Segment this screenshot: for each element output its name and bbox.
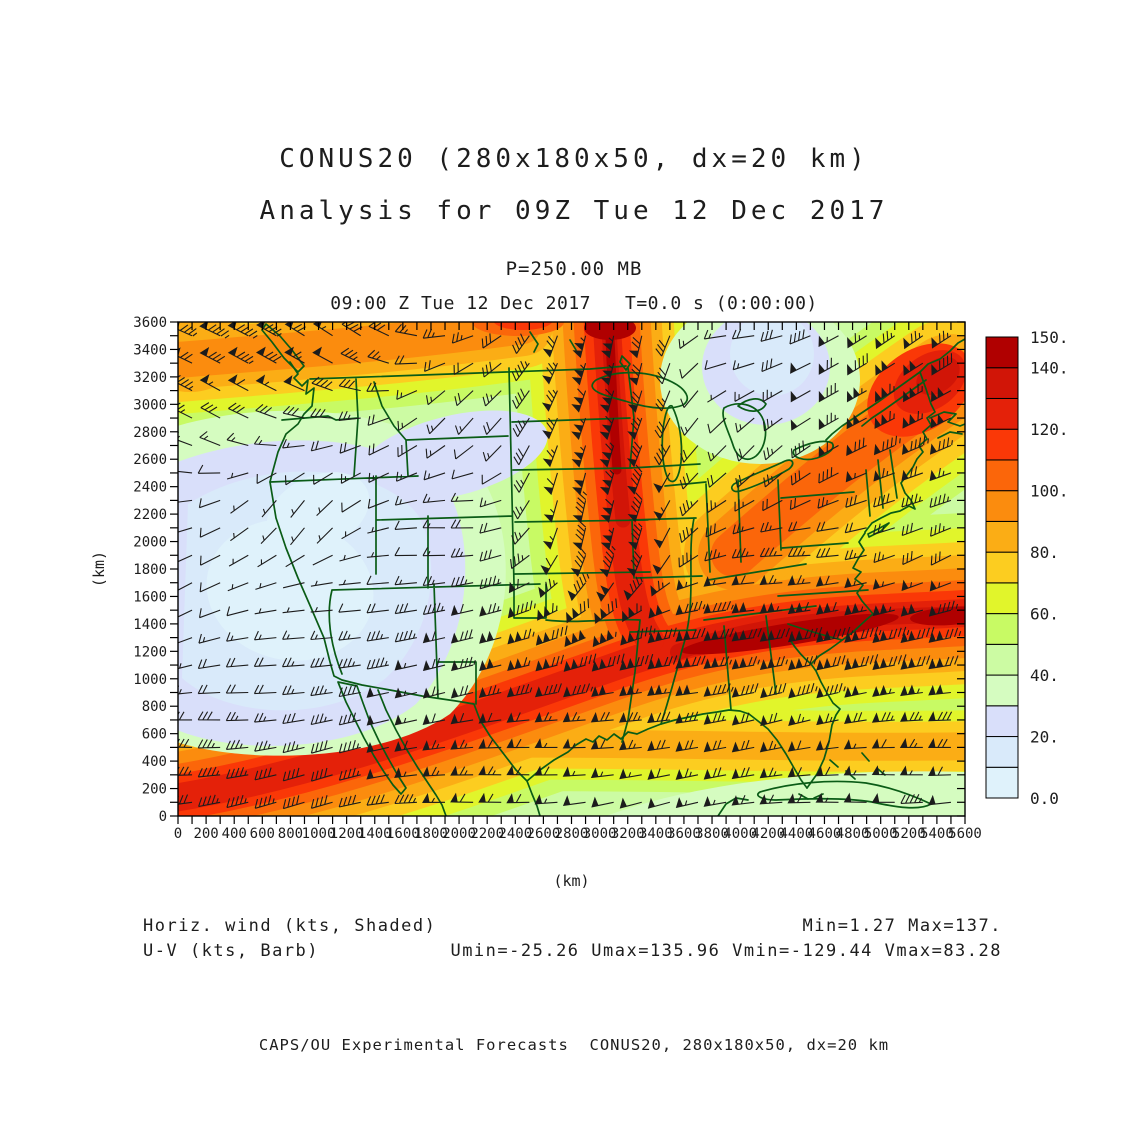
- svg-text:400: 400: [142, 754, 167, 770]
- svg-text:2800: 2800: [133, 425, 167, 441]
- svg-text:2000: 2000: [133, 535, 167, 551]
- pressure-level-label: P=250.00 MB: [505, 258, 643, 280]
- svg-text:2400: 2400: [498, 826, 532, 842]
- svg-text:150.: 150.: [1030, 328, 1069, 347]
- svg-text:2600: 2600: [527, 826, 561, 842]
- svg-text:120.: 120.: [1030, 420, 1069, 439]
- svg-text:140.: 140.: [1030, 359, 1069, 378]
- svg-text:400: 400: [222, 826, 247, 842]
- svg-text:800: 800: [142, 699, 167, 715]
- svg-text:600: 600: [142, 727, 167, 743]
- svg-text:2400: 2400: [133, 480, 167, 496]
- svg-text:2200: 2200: [470, 826, 504, 842]
- svg-text:600: 600: [250, 826, 275, 842]
- svg-text:(km): (km): [553, 872, 589, 890]
- axis-unit-labels: (km) (km): [90, 551, 590, 890]
- svg-text:3400: 3400: [639, 826, 673, 842]
- svg-text:(km): (km): [90, 551, 108, 587]
- caption-shaded-field: Horiz. wind (kts, Shaded): [143, 916, 437, 936]
- wind-barbs: [178, 322, 962, 810]
- x-axis: 0 200 400 600 800100012001400160018002000220…: [174, 322, 982, 842]
- svg-text:2200: 2200: [133, 507, 167, 523]
- svg-text:4600: 4600: [808, 826, 842, 842]
- svg-text:3000: 3000: [133, 397, 167, 413]
- svg-text:0: 0: [174, 826, 182, 842]
- svg-text:1400: 1400: [133, 617, 167, 633]
- svg-text:1800: 1800: [133, 562, 167, 578]
- svg-text:60.: 60.: [1030, 605, 1059, 624]
- svg-text:2600: 2600: [133, 452, 167, 468]
- svg-text:5600: 5600: [948, 826, 982, 842]
- svg-text:100.: 100.: [1030, 482, 1069, 501]
- svg-text:3000: 3000: [583, 826, 617, 842]
- svg-text:4800: 4800: [836, 826, 870, 842]
- svg-text:1200: 1200: [330, 826, 364, 842]
- svg-text:0.0: 0.0: [1030, 789, 1059, 808]
- svg-text:3800: 3800: [695, 826, 729, 842]
- svg-text:200: 200: [193, 826, 218, 842]
- colorbar: 0.0 20. 40. 60. 80. 100. 120. 140. 150.: [985, 328, 1069, 808]
- caption-barb-field: U-V (kts, Barb): [143, 941, 320, 961]
- svg-text:40.: 40.: [1030, 666, 1059, 685]
- svg-text:1200: 1200: [133, 644, 167, 660]
- svg-text:800: 800: [278, 826, 303, 842]
- svg-text:3200: 3200: [611, 826, 645, 842]
- svg-text:3200: 3200: [133, 370, 167, 386]
- svg-text:3600: 3600: [667, 826, 701, 842]
- svg-text:3600: 3600: [133, 315, 167, 331]
- svg-text:1000: 1000: [133, 672, 167, 688]
- svg-text:1000: 1000: [302, 826, 336, 842]
- svg-text:1800: 1800: [414, 826, 448, 842]
- svg-text:3400: 3400: [133, 342, 167, 358]
- map-plot: [177, 321, 966, 817]
- svg-text:20.: 20.: [1030, 728, 1059, 747]
- chart-title-line1: CONUS20 (280x180x50, dx=20 km): [279, 144, 869, 174]
- y-axis: 0 200 400 600 800 1000 1200 1400 1600 1800 2000 220…: [133, 315, 965, 825]
- svg-text:2800: 2800: [555, 826, 589, 842]
- svg-text:80.: 80.: [1030, 543, 1059, 562]
- chart-title-line2: Analysis for 09Z Tue 12 Dec 2017: [259, 196, 889, 226]
- svg-text:1600: 1600: [133, 589, 167, 605]
- svg-text:5200: 5200: [892, 826, 926, 842]
- svg-text:4000: 4000: [723, 826, 757, 842]
- svg-text:4200: 4200: [751, 826, 785, 842]
- geo-borders: [261, 323, 965, 816]
- svg-text:1400: 1400: [358, 826, 392, 842]
- caption-uv-minmax: Umin=-25.26 Umax=135.96 Vmin=-129.44 Vma…: [450, 941, 1002, 961]
- svg-text:2000: 2000: [442, 826, 476, 842]
- footer-credit: CAPS/OU Experimental Forecasts CONUS20, …: [258, 1036, 890, 1054]
- svg-text:0: 0: [159, 809, 167, 825]
- svg-text:200: 200: [142, 782, 167, 798]
- svg-text:5000: 5000: [864, 826, 898, 842]
- svg-text:5400: 5400: [920, 826, 954, 842]
- svg-text:1600: 1600: [386, 826, 420, 842]
- valid-time-label: 09:00 Z Tue 12 Dec 2017 T=0.0 s (0:00:00…: [330, 293, 818, 314]
- caption-minmax: Min=1.27 Max=137.: [802, 916, 1002, 936]
- svg-text:4400: 4400: [779, 826, 813, 842]
